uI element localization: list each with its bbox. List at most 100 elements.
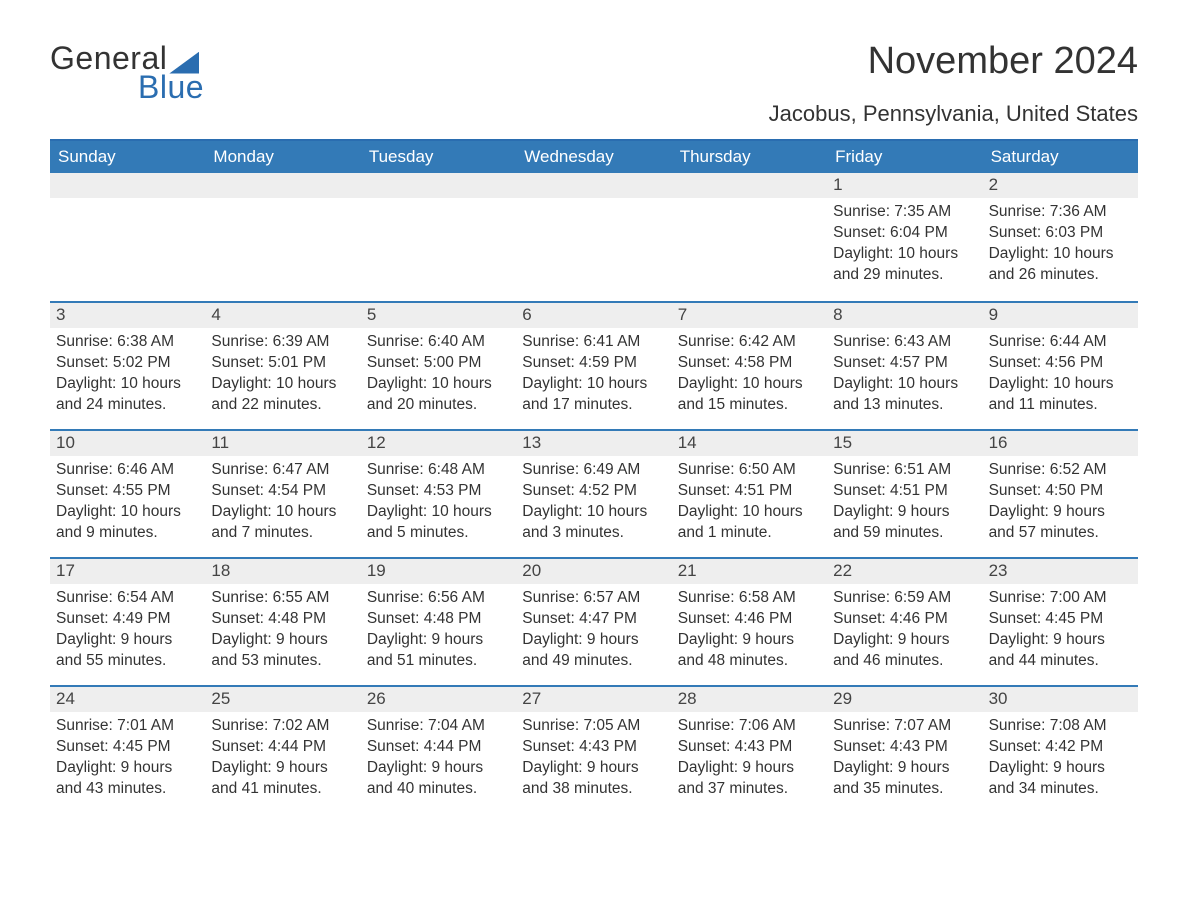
sunrise-text: Sunrise: 6:58 AM <box>678 588 821 609</box>
day-details: Sunrise: 6:57 AMSunset: 4:47 PMDaylight:… <box>516 584 671 682</box>
day-details: Sunrise: 7:06 AMSunset: 4:43 PMDaylight:… <box>672 712 827 810</box>
dl1-text: Daylight: 9 hours <box>833 502 976 523</box>
sunset-text: Sunset: 4:54 PM <box>211 481 354 502</box>
day-details: Sunrise: 6:50 AMSunset: 4:51 PMDaylight:… <box>672 456 827 554</box>
dl2-text: and 1 minute. <box>678 523 821 544</box>
dl1-text: Daylight: 10 hours <box>367 374 510 395</box>
day-of-week-cell: Tuesday <box>361 141 516 173</box>
day-number: 13 <box>516 431 671 456</box>
dl2-text: and 35 minutes. <box>833 779 976 800</box>
sunrise-text: Sunrise: 7:06 AM <box>678 716 821 737</box>
sunrise-text: Sunrise: 7:04 AM <box>367 716 510 737</box>
sunset-text: Sunset: 4:44 PM <box>367 737 510 758</box>
day-details: Sunrise: 6:43 AMSunset: 4:57 PMDaylight:… <box>827 328 982 426</box>
dl2-text: and 48 minutes. <box>678 651 821 672</box>
sunset-text: Sunset: 4:48 PM <box>367 609 510 630</box>
day-of-week-cell: Thursday <box>672 141 827 173</box>
dl1-text: Daylight: 10 hours <box>678 502 821 523</box>
calendar-day-cell <box>361 173 516 301</box>
calendar-week-row: 3Sunrise: 6:38 AMSunset: 5:02 PMDaylight… <box>50 301 1138 429</box>
sunrise-text: Sunrise: 6:49 AM <box>522 460 665 481</box>
sunrise-text: Sunrise: 6:52 AM <box>989 460 1132 481</box>
sunset-text: Sunset: 4:56 PM <box>989 353 1132 374</box>
day-number: 11 <box>205 431 360 456</box>
calendar-day-cell: 8Sunrise: 6:43 AMSunset: 4:57 PMDaylight… <box>827 303 982 429</box>
dl1-text: Daylight: 9 hours <box>833 630 976 651</box>
page-header: General Blue November 2024 Jacobus, Penn… <box>50 40 1138 135</box>
calendar-day-cell: 4Sunrise: 6:39 AMSunset: 5:01 PMDaylight… <box>205 303 360 429</box>
sunset-text: Sunset: 4:50 PM <box>989 481 1132 502</box>
day-number: 16 <box>983 431 1138 456</box>
day-details: Sunrise: 6:39 AMSunset: 5:01 PMDaylight:… <box>205 328 360 426</box>
calendar-day-cell: 13Sunrise: 6:49 AMSunset: 4:52 PMDayligh… <box>516 431 671 557</box>
location-subtitle: Jacobus, Pennsylvania, United States <box>769 101 1138 127</box>
sunset-text: Sunset: 4:57 PM <box>833 353 976 374</box>
calendar-day-cell: 14Sunrise: 6:50 AMSunset: 4:51 PMDayligh… <box>672 431 827 557</box>
dl2-text: and 20 minutes. <box>367 395 510 416</box>
month-title: November 2024 <box>769 40 1138 83</box>
day-number: 12 <box>361 431 516 456</box>
sunset-text: Sunset: 4:45 PM <box>56 737 199 758</box>
dl2-text: and 5 minutes. <box>367 523 510 544</box>
sunset-text: Sunset: 4:45 PM <box>989 609 1132 630</box>
dl2-text: and 38 minutes. <box>522 779 665 800</box>
sunset-text: Sunset: 4:58 PM <box>678 353 821 374</box>
day-number: 15 <box>827 431 982 456</box>
brand-word-2: Blue <box>138 69 204 106</box>
dl1-text: Daylight: 10 hours <box>522 374 665 395</box>
calendar-day-cell: 24Sunrise: 7:01 AMSunset: 4:45 PMDayligh… <box>50 687 205 813</box>
calendar-day-cell: 6Sunrise: 6:41 AMSunset: 4:59 PMDaylight… <box>516 303 671 429</box>
dl2-text: and 17 minutes. <box>522 395 665 416</box>
day-details: Sunrise: 7:35 AMSunset: 6:04 PMDaylight:… <box>827 198 982 296</box>
day-details: Sunrise: 6:54 AMSunset: 4:49 PMDaylight:… <box>50 584 205 682</box>
sunrise-text: Sunrise: 7:07 AM <box>833 716 976 737</box>
calendar-day-cell: 20Sunrise: 6:57 AMSunset: 4:47 PMDayligh… <box>516 559 671 685</box>
brand-logo: General Blue <box>50 40 204 106</box>
day-number: 6 <box>516 303 671 328</box>
calendar-day-cell: 19Sunrise: 6:56 AMSunset: 4:48 PMDayligh… <box>361 559 516 685</box>
dl2-text: and 9 minutes. <box>56 523 199 544</box>
day-number: 25 <box>205 687 360 712</box>
calendar-day-cell <box>672 173 827 301</box>
day-details: Sunrise: 6:42 AMSunset: 4:58 PMDaylight:… <box>672 328 827 426</box>
dl2-text: and 34 minutes. <box>989 779 1132 800</box>
calendar-day-cell: 25Sunrise: 7:02 AMSunset: 4:44 PMDayligh… <box>205 687 360 813</box>
day-number: 10 <box>50 431 205 456</box>
sunrise-text: Sunrise: 6:40 AM <box>367 332 510 353</box>
calendar-day-cell: 5Sunrise: 6:40 AMSunset: 5:00 PMDaylight… <box>361 303 516 429</box>
dl2-text: and 57 minutes. <box>989 523 1132 544</box>
calendar-day-cell: 12Sunrise: 6:48 AMSunset: 4:53 PMDayligh… <box>361 431 516 557</box>
sunset-text: Sunset: 4:59 PM <box>522 353 665 374</box>
day-number: 23 <box>983 559 1138 584</box>
day-number <box>516 173 671 198</box>
sunrise-text: Sunrise: 7:00 AM <box>989 588 1132 609</box>
sunset-text: Sunset: 4:55 PM <box>56 481 199 502</box>
day-of-week-cell: Saturday <box>983 141 1138 173</box>
dl1-text: Daylight: 9 hours <box>211 758 354 779</box>
dl1-text: Daylight: 9 hours <box>522 630 665 651</box>
sunset-text: Sunset: 4:43 PM <box>833 737 976 758</box>
dl2-text: and 40 minutes. <box>367 779 510 800</box>
sunrise-text: Sunrise: 6:56 AM <box>367 588 510 609</box>
dl2-text: and 49 minutes. <box>522 651 665 672</box>
sunrise-text: Sunrise: 6:54 AM <box>56 588 199 609</box>
sunrise-text: Sunrise: 7:35 AM <box>833 202 976 223</box>
sunrise-text: Sunrise: 6:38 AM <box>56 332 199 353</box>
calendar-day-cell: 29Sunrise: 7:07 AMSunset: 4:43 PMDayligh… <box>827 687 982 813</box>
dl1-text: Daylight: 9 hours <box>989 502 1132 523</box>
day-of-week-cell: Friday <box>827 141 982 173</box>
dl2-text: and 44 minutes. <box>989 651 1132 672</box>
day-details: Sunrise: 7:36 AMSunset: 6:03 PMDaylight:… <box>983 198 1138 296</box>
day-number: 3 <box>50 303 205 328</box>
sunset-text: Sunset: 6:04 PM <box>833 223 976 244</box>
dl1-text: Daylight: 9 hours <box>989 758 1132 779</box>
sunrise-text: Sunrise: 6:42 AM <box>678 332 821 353</box>
calendar-day-cell: 16 Sunrise: 6:52 AMSunset: 4:50 PMDayligh… <box>983 431 1138 557</box>
calendar-day-cell: 28Sunrise: 7:06 AMSunset: 4:43 PMDayligh… <box>672 687 827 813</box>
day-details: Sunrise: 6:49 AMSunset: 4:52 PMDaylight:… <box>516 456 671 554</box>
day-number: 14 <box>672 431 827 456</box>
dl1-text: Daylight: 9 hours <box>678 630 821 651</box>
dl1-text: Daylight: 10 hours <box>678 374 821 395</box>
dl2-text: and 24 minutes. <box>56 395 199 416</box>
day-number: 19 <box>361 559 516 584</box>
